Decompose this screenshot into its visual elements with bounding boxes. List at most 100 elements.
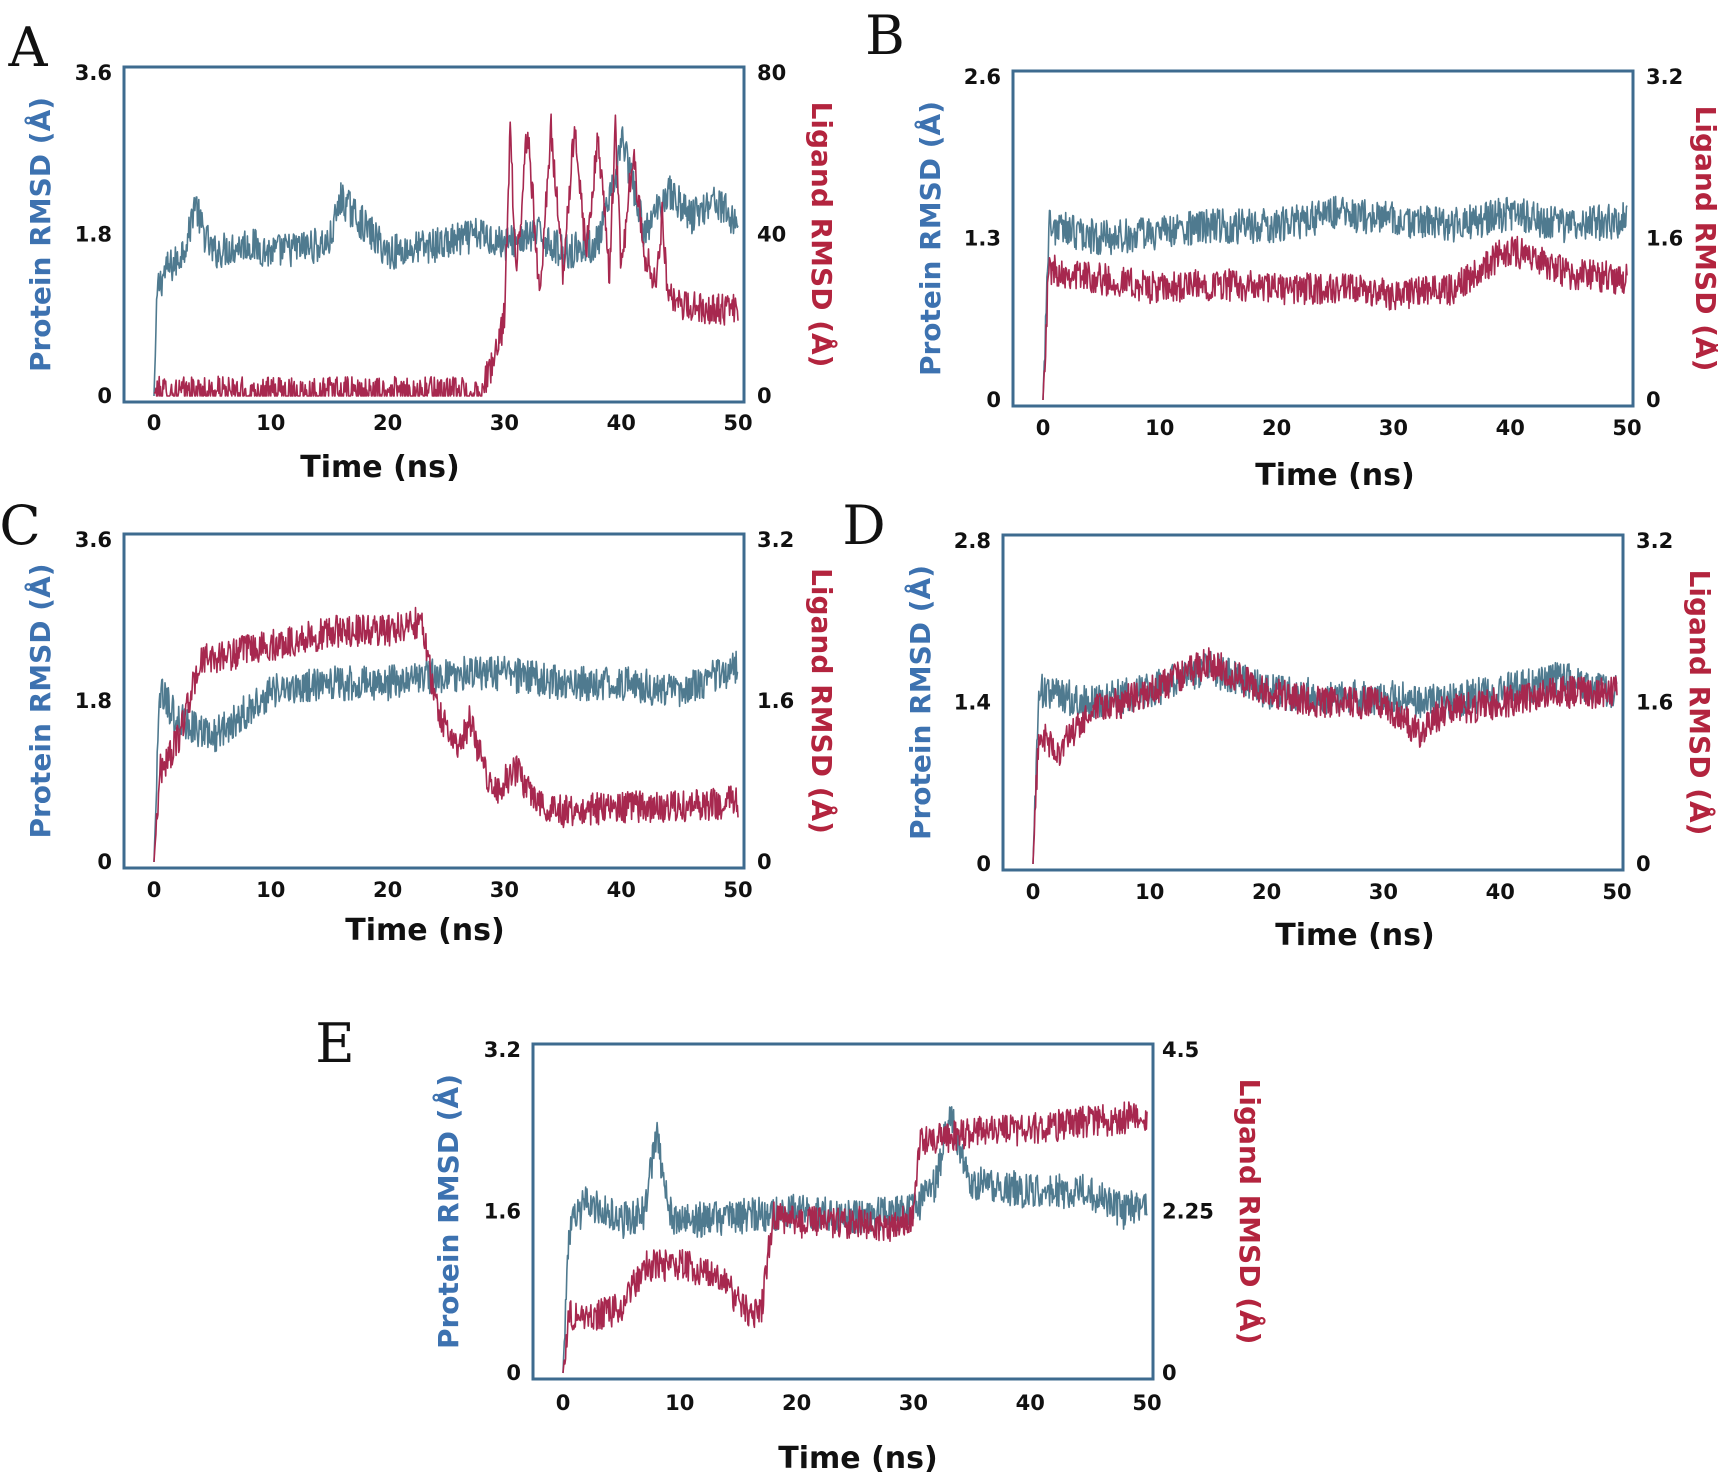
y-axis-label-left: Protein RMSD (Å) — [431, 1074, 465, 1349]
plot-frame — [122, 532, 746, 870]
y-tick-label-right: 0 — [757, 850, 772, 874]
panel-letter: C — [0, 494, 41, 557]
y-tick-label-left: 0 — [97, 850, 112, 874]
y-tick-label-right: 0 — [1636, 852, 1651, 876]
y-tick-label-right: 1.6 — [1646, 227, 1683, 251]
y-tick-label-left: 2.6 — [964, 65, 1001, 89]
y-axis-label-right: Ligand RMSD (Å) — [1233, 1079, 1267, 1345]
x-tick-label: 10 — [1135, 880, 1164, 904]
y-tick-label-right: 40 — [757, 223, 786, 247]
x-tick-label: 50 — [1132, 1391, 1161, 1415]
y-tick-label-left: 1.3 — [964, 227, 1001, 251]
x-axis-label: Time (ns) — [345, 913, 504, 948]
y-tick-label-right: 2.25 — [1162, 1200, 1214, 1224]
panel-letter: B — [865, 4, 905, 67]
ligand-rmsd-line — [1032, 647, 1618, 865]
y-tick-label-left: 0 — [976, 852, 991, 876]
x-tick-label: 0 — [1026, 880, 1041, 904]
y-tick-label-left: 1.8 — [75, 223, 112, 247]
plot-frame — [122, 65, 746, 404]
y-tick-label-left: 3.6 — [75, 61, 112, 85]
y-tick-label-right: 0 — [1162, 1361, 1177, 1385]
y-tick-label-left: 2.8 — [954, 529, 991, 553]
x-tick-label: 30 — [490, 878, 519, 902]
x-tick-label: 30 — [490, 411, 519, 435]
x-tick-label: 40 — [607, 878, 636, 902]
y-tick-label-left: 0 — [986, 388, 1001, 412]
y-axis-label-right: Ligand RMSD (Å) — [1689, 106, 1718, 372]
y-tick-label-left: 3.6 — [75, 528, 112, 552]
y-tick-label-right: 1.6 — [757, 689, 794, 713]
y-tick-label-left: 0 — [506, 1361, 521, 1385]
y-tick-label-left: 1.8 — [75, 689, 112, 713]
x-tick-label: 20 — [1252, 880, 1281, 904]
ligand-rmsd-line — [153, 606, 739, 863]
x-tick-label: 40 — [1496, 416, 1525, 440]
y-axis-label-right: Ligand RMSD (Å) — [1683, 570, 1717, 836]
plot-frame — [1011, 69, 1635, 408]
x-tick-label: 30 — [1369, 880, 1398, 904]
x-tick-label: 10 — [256, 878, 285, 902]
plot-frame — [1001, 533, 1625, 872]
y-axis-label-left: Protein RMSD (Å) — [903, 565, 937, 840]
x-tick-label: 50 — [1612, 416, 1641, 440]
x-tick-label: 10 — [1145, 416, 1174, 440]
x-tick-label: 50 — [723, 411, 752, 435]
x-tick-label: 20 — [373, 411, 402, 435]
y-tick-label-right: 0 — [757, 384, 772, 408]
x-tick-label: 30 — [899, 1391, 928, 1415]
protein-rmsd-line — [1042, 195, 1628, 401]
x-tick-label: 50 — [723, 878, 752, 902]
x-tick-label: 0 — [147, 878, 162, 902]
y-tick-label-left: 1.4 — [954, 691, 991, 715]
panel-letter: D — [842, 494, 885, 557]
y-axis-label-left: Protein RMSD (Å) — [913, 101, 947, 376]
y-tick-label-left: 0 — [97, 384, 112, 408]
y-tick-label-right: 80 — [757, 61, 786, 85]
y-axis-label-right: Ligand RMSD (Å) — [805, 102, 839, 368]
y-tick-label-right: 3.2 — [1646, 65, 1683, 89]
y-tick-label-right: 3.2 — [757, 528, 794, 552]
y-tick-label-right: 0 — [1646, 388, 1661, 412]
x-tick-label: 0 — [556, 1391, 571, 1415]
x-axis-label: Time (ns) — [778, 1441, 937, 1476]
y-axis-label-left: Protein RMSD (Å) — [23, 563, 57, 838]
x-axis-label: Time (ns) — [300, 450, 459, 485]
x-axis-label: Time (ns) — [1255, 458, 1414, 493]
x-tick-label: 0 — [147, 411, 162, 435]
y-axis-label-left: Protein RMSD (Å) — [23, 97, 57, 372]
protein-rmsd-line — [153, 126, 739, 397]
y-tick-label-right: 4.5 — [1162, 1038, 1199, 1062]
y-tick-label-left: 3.2 — [484, 1038, 521, 1062]
x-tick-label: 30 — [1379, 416, 1408, 440]
x-tick-label: 20 — [782, 1391, 811, 1415]
ligand-rmsd-line — [153, 113, 739, 397]
ligand-rmsd-line — [562, 1101, 1148, 1374]
x-tick-label: 40 — [1486, 880, 1515, 904]
protein-rmsd-line — [562, 1106, 1148, 1374]
ligand-rmsd-line — [1042, 235, 1628, 401]
y-axis-label-right: Ligand RMSD (Å) — [805, 568, 839, 834]
x-tick-label: 50 — [1602, 880, 1631, 904]
x-tick-label: 0 — [1036, 416, 1051, 440]
x-tick-label: 10 — [665, 1391, 694, 1415]
plot-frame — [531, 1042, 1155, 1381]
y-tick-label-right: 3.2 — [1636, 529, 1673, 553]
panel-letter: A — [8, 16, 49, 79]
x-tick-label: 20 — [1262, 416, 1291, 440]
protein-rmsd-line — [153, 650, 739, 863]
panel-letter: E — [315, 1012, 354, 1075]
x-axis-label: Time (ns) — [1275, 918, 1434, 953]
y-tick-label-right: 1.6 — [1636, 691, 1673, 715]
x-tick-label: 20 — [373, 878, 402, 902]
x-tick-label: 10 — [256, 411, 285, 435]
y-tick-label-left: 1.6 — [484, 1200, 521, 1224]
x-tick-label: 40 — [1016, 1391, 1045, 1415]
x-tick-label: 40 — [607, 411, 636, 435]
